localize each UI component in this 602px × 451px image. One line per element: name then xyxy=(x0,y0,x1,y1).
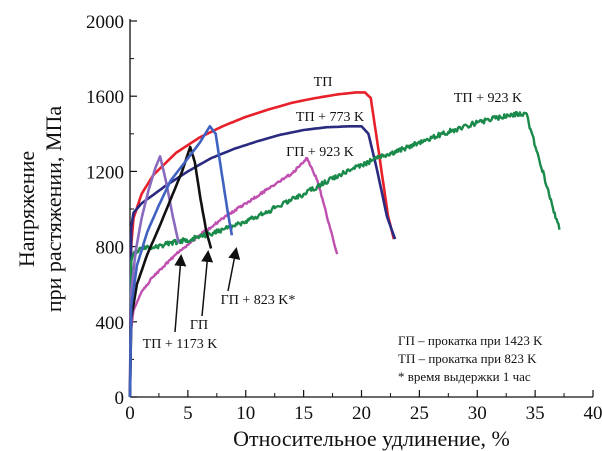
annotation-arrow xyxy=(227,247,241,292)
x-tick-label: 5 xyxy=(183,403,193,424)
series-annotation: ГП + 823 K* xyxy=(221,293,296,308)
series-annotation: ГП + 923 K xyxy=(286,145,354,160)
series-line xyxy=(128,145,213,398)
legend-note: * время выдержки 1 час xyxy=(398,369,531,384)
x-ticks: 0 5 10 15 20 25 30 35 40 xyxy=(125,390,602,424)
x-tick-label: 10 xyxy=(236,403,255,424)
series-line xyxy=(128,125,397,398)
x-tick-label: 20 xyxy=(352,403,371,424)
x-tick-label: 35 xyxy=(526,403,545,424)
series-line xyxy=(128,156,339,398)
x-tick-label: 40 xyxy=(584,403,602,424)
series-layer xyxy=(128,91,561,398)
legend-notes: ГП – прокатка при 1423 K ТП – прокатка п… xyxy=(398,333,543,384)
series-annotation: ТП + 1173 K xyxy=(143,337,218,352)
legend-note: ГП – прокатка при 1423 K xyxy=(398,333,543,348)
x-tick-label: 30 xyxy=(468,403,487,424)
y-tick-label: 1200 xyxy=(86,162,124,183)
x-axis-label: Относительное удлинение, % xyxy=(233,426,510,451)
series-line xyxy=(128,125,234,398)
series-line xyxy=(128,110,561,398)
series-annotation: ГП xyxy=(190,318,208,333)
series-line xyxy=(128,91,396,398)
y-axis-label-line2: при растяжении, МПа xyxy=(41,106,66,312)
y-tick-label: 1600 xyxy=(86,87,124,108)
annotation-layer: ТП ТП + 773 K ГП + 923 K ТП + 923 K ГП + 823… xyxy=(143,75,522,352)
legend-note: ТП – прокатка при 823 K xyxy=(398,351,537,366)
annotation-arrow xyxy=(174,254,187,333)
y-tick-label: 0 xyxy=(115,388,125,409)
y-axis-label-line1: Напряжение xyxy=(14,151,39,267)
series-annotation: ТП + 773 K xyxy=(296,110,364,125)
y-tick-label: 2000 xyxy=(86,12,124,33)
series-annotation: ТП xyxy=(314,75,333,90)
series-annotation: ТП + 923 K xyxy=(454,91,522,106)
series-line xyxy=(128,155,180,398)
y-tick-label: 800 xyxy=(96,238,125,259)
x-tick-label: 25 xyxy=(410,403,429,424)
annotation-arrow xyxy=(201,250,214,317)
x-tick-label: 15 xyxy=(294,403,313,424)
x-tick-label: 0 xyxy=(125,403,135,424)
y-tick-label: 400 xyxy=(96,313,125,334)
